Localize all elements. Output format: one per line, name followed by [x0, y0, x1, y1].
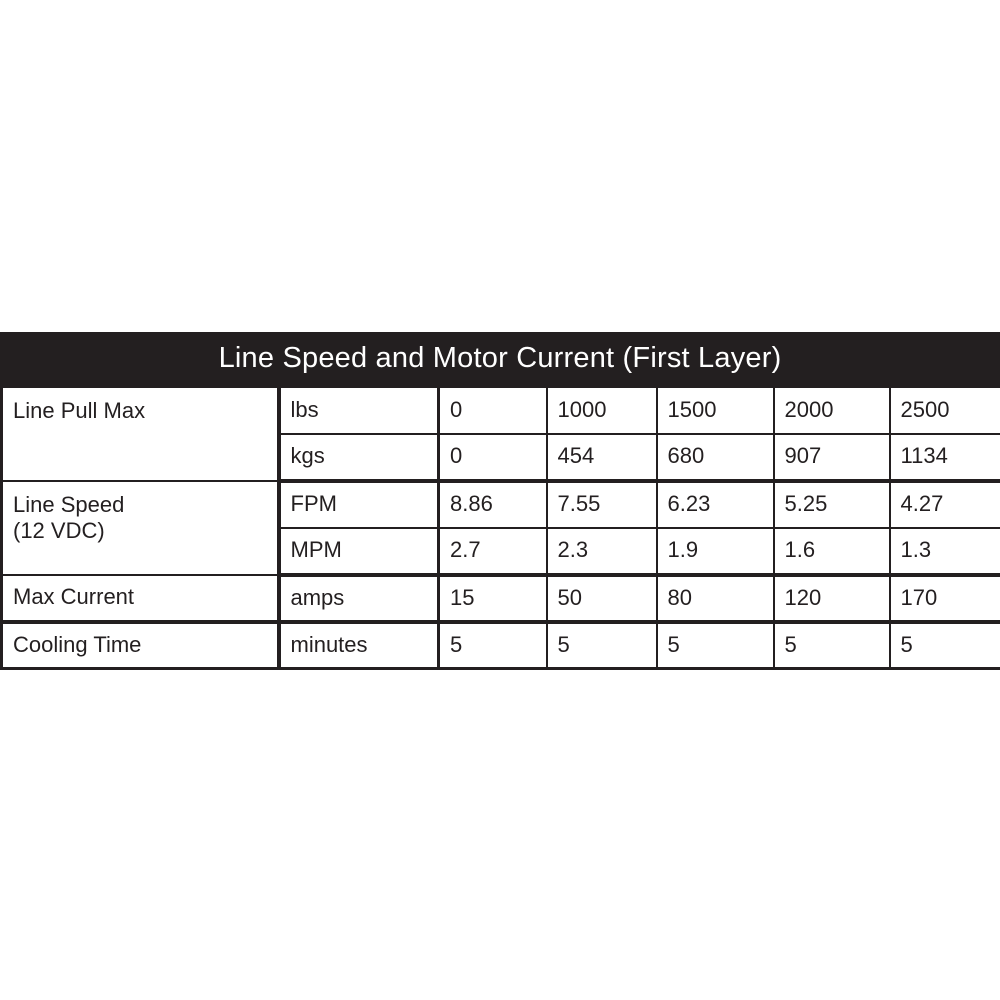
- data-cell: 680: [655, 432, 775, 483]
- data-cell: 1500: [655, 385, 775, 435]
- data-cell: 1000: [545, 385, 658, 435]
- data-cell: 1134: [888, 432, 1000, 483]
- data-cell: 15: [437, 573, 548, 624]
- table-row: Cooling Time minutes 5 5 5 5 5: [0, 620, 1000, 670]
- table-row: kgs 0 454 680 907 1134: [2, 432, 1000, 483]
- data-cell: 5: [655, 620, 775, 670]
- data-cell: 2000: [772, 385, 891, 435]
- data-cell: 5: [437, 620, 548, 670]
- row-label-text: Cooling Time: [13, 631, 142, 657]
- data-cell: 6.23: [655, 479, 775, 529]
- data-cell: 907: [772, 432, 891, 483]
- data-cell: 5: [772, 620, 891, 670]
- data-cell: 2500: [888, 385, 1000, 435]
- row-label-cooling-time: Cooling Time: [0, 620, 281, 670]
- line-speed-motor-current-table: Line Speed and Motor Current (First Laye…: [0, 332, 1000, 670]
- unit-cell-lbs: lbs: [277, 385, 440, 435]
- unit-cell-amps: amps: [277, 573, 440, 624]
- table-title: Line Speed and Motor Current (First Laye…: [218, 342, 782, 374]
- data-cell: 454: [545, 432, 658, 483]
- data-cell: 120: [772, 573, 891, 624]
- table-row: Line Pull Max lbs 0 1000 1500 2000 2500: [0, 385, 1000, 482]
- unit-cell-fpm: FPM: [277, 479, 440, 529]
- data-cell: 5: [888, 620, 1000, 670]
- data-cell: 5.25: [772, 479, 891, 529]
- row-label-line-speed: Line Speed (12 VDC): [0, 479, 281, 576]
- data-cell: 170: [888, 573, 1000, 624]
- unit-cell-kgs: kgs: [277, 432, 440, 483]
- data-cell: 1.6: [772, 526, 891, 577]
- data-cell: 80: [655, 573, 775, 624]
- data-cell: 5: [545, 620, 658, 670]
- table-title-bar: Line Speed and Motor Current (First Laye…: [0, 332, 1000, 385]
- data-cell: 8.86: [437, 479, 548, 529]
- unit-cell-minutes: minutes: [277, 620, 440, 670]
- row-label-max-current: Max Current: [0, 573, 281, 624]
- data-cell: 7.55: [545, 479, 658, 529]
- data-cell: 1.9: [655, 526, 775, 577]
- unit-cell-mpm: MPM: [277, 526, 440, 577]
- table-row: Max Current amps 15 50 80 120 170: [0, 573, 1000, 624]
- data-cell: 0: [437, 432, 548, 483]
- data-cell: 4.27: [888, 479, 1000, 529]
- data-cell: 2.7: [437, 526, 548, 577]
- table-row: Line Speed (12 VDC) FPM 8.86 7.55 6.23 5…: [0, 479, 1000, 576]
- data-cell: 1.3: [888, 526, 1000, 577]
- table-row: MPM 2.7 2.3 1.9 1.6 1.3: [2, 526, 1000, 577]
- row-label-line-pull-max: Line Pull Max: [0, 385, 281, 482]
- data-cell: 50: [545, 573, 658, 624]
- row-label-text: Line Speed: [13, 491, 125, 517]
- data-cell: 2.3: [545, 526, 658, 577]
- data-cell: 0: [437, 385, 548, 435]
- row-label-text: Line Pull Max: [13, 398, 146, 423]
- row-label-text: Max Current: [13, 584, 135, 610]
- row-label-subtext: (12 VDC): [13, 518, 105, 544]
- spec-table: Line Pull Max lbs 0 1000 1500 2000 2500 …: [0, 385, 1000, 670]
